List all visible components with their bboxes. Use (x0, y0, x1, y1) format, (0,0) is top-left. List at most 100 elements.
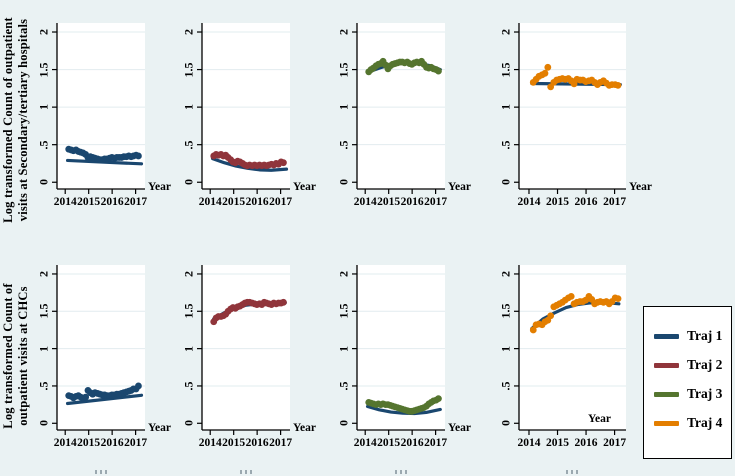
y-tick-label: 2 (181, 29, 196, 35)
x-axis-label: Year (448, 181, 471, 193)
legend-label-traj4: Traj 4 (687, 415, 723, 430)
x-tick-label: 2016 (574, 437, 598, 449)
y-tick-label: 2 (181, 270, 196, 277)
y-tick-label: 0 (498, 420, 513, 427)
x-tick-label: 2015 (377, 196, 401, 208)
cropped-caption (84, 470, 118, 475)
cropped-caption (555, 470, 589, 475)
data-point (547, 312, 555, 320)
data-point (435, 67, 442, 75)
legend-item-traj1: Traj 1 (654, 328, 731, 344)
plot-area (357, 23, 445, 189)
x-axis-label: Year (629, 181, 652, 193)
y-tick-label: 0 (498, 179, 513, 186)
y-tick-label: .5 (36, 140, 51, 150)
x-axis-label: Year (293, 181, 316, 193)
x-tick-label: 2016 (100, 437, 124, 449)
cropped-caption (229, 470, 263, 475)
fit-line (365, 404, 442, 416)
x-axis-label: Year (293, 422, 316, 434)
plot-area (202, 265, 290, 430)
y-tick-label: .5 (498, 140, 513, 150)
y-tick-label: 0 (181, 179, 196, 186)
trajectory-panel-traj4-row1 (514, 265, 626, 435)
x-tick-label: 2015 (546, 196, 570, 208)
y-tick-label: 0 (181, 420, 196, 427)
trajectory-panel-traj2-row1 (197, 265, 290, 435)
data-point (280, 298, 287, 306)
data-point (435, 395, 442, 403)
y-axis-title-row2: Log transformed Count of outpatient visi… (1, 265, 30, 447)
legend: Traj 1 Traj 2 Traj 3 Traj 4 (643, 306, 732, 459)
x-axis-label: Year (588, 413, 611, 425)
x-tick-label: 2014 (353, 196, 377, 208)
y-tick-label: 2 (336, 29, 351, 35)
x-tick-label: 2015 (546, 437, 570, 449)
x-tick-label: 2014 (517, 196, 541, 208)
data-point (541, 69, 549, 77)
traj1-line-swatch-icon (654, 333, 679, 339)
x-tick-label: 2016 (574, 196, 598, 208)
x-tick-label: 2015 (377, 437, 401, 449)
x-tick-label: 2015 (222, 196, 246, 208)
x-tick-label: 2014 (517, 437, 541, 449)
traj2-line-swatch-icon (654, 362, 679, 368)
x-tick-label: 2016 (245, 196, 269, 208)
legend-label-traj1: Traj 1 (687, 328, 723, 343)
x-tick-label: 2017 (424, 437, 448, 449)
data-point (135, 152, 142, 160)
trajectory-panel-traj2-row0 (197, 23, 290, 194)
y-tick-label: 1 (36, 345, 51, 352)
y-tick-label: 0 (36, 420, 51, 427)
y-tick-label: 1 (181, 104, 196, 111)
y-tick-label: .5 (336, 381, 351, 391)
x-tick-label: 2014 (198, 196, 222, 208)
legend-label-traj3: Traj 3 (687, 386, 723, 401)
trajectory-panel-traj4-row0 (514, 23, 626, 194)
plot-area (57, 265, 145, 430)
legend-label-traj2: Traj 2 (687, 357, 723, 372)
x-tick-label: 2017 (124, 196, 148, 208)
x-tick-label: 2014 (353, 437, 377, 449)
x-tick-label: 2017 (603, 437, 627, 449)
y-tick-label: 2 (336, 270, 351, 277)
trajectory-panel-traj1-row0 (52, 23, 145, 194)
x-tick-label: 2014 (198, 437, 222, 449)
data-point (135, 382, 142, 390)
y-tick-label: 1.5 (336, 62, 351, 78)
y-tick-label: 1.5 (181, 62, 196, 78)
data-point (529, 326, 537, 334)
x-tick-label: 2016 (100, 196, 124, 208)
x-tick-label: 2014 (53, 196, 77, 208)
y-axis-title-row2-line2: outpatient visits at CHCs (15, 286, 30, 426)
x-tick-label: 2017 (603, 196, 627, 208)
y-tick-label: 1.5 (36, 303, 51, 319)
data-point (614, 81, 622, 89)
traj3-line-swatch-icon (654, 391, 679, 397)
x-tick-label: 2017 (124, 437, 148, 449)
x-tick-label: 2016 (400, 196, 424, 208)
trajectory-panel-traj1-row1 (52, 265, 145, 435)
x-tick-label: 2016 (245, 437, 269, 449)
data-point (280, 159, 287, 167)
y-axis-title-row2-line1: Log transformed Count of (1, 283, 15, 429)
x-tick-label: 2017 (269, 196, 293, 208)
x-axis-label: Year (448, 422, 471, 434)
y-tick-label: .5 (498, 381, 513, 391)
y-tick-label: 1.5 (336, 303, 351, 319)
y-tick-label: 2 (36, 29, 51, 35)
cropped-caption (384, 470, 418, 475)
data-point (82, 393, 90, 401)
y-tick-label: 0 (336, 420, 351, 427)
y-tick-label: 1 (36, 104, 51, 111)
y-tick-label: 2 (36, 270, 51, 277)
y-tick-label: 2 (498, 29, 513, 35)
data-point (567, 292, 575, 300)
y-tick-label: 1.5 (498, 62, 513, 78)
y-tick-label: .5 (36, 381, 51, 391)
y-tick-label: 1 (498, 345, 513, 352)
y-tick-label: 1 (181, 345, 196, 352)
y-axis-title-row1-line2: visits at Secondary/tertiary hospitals (15, 18, 30, 222)
